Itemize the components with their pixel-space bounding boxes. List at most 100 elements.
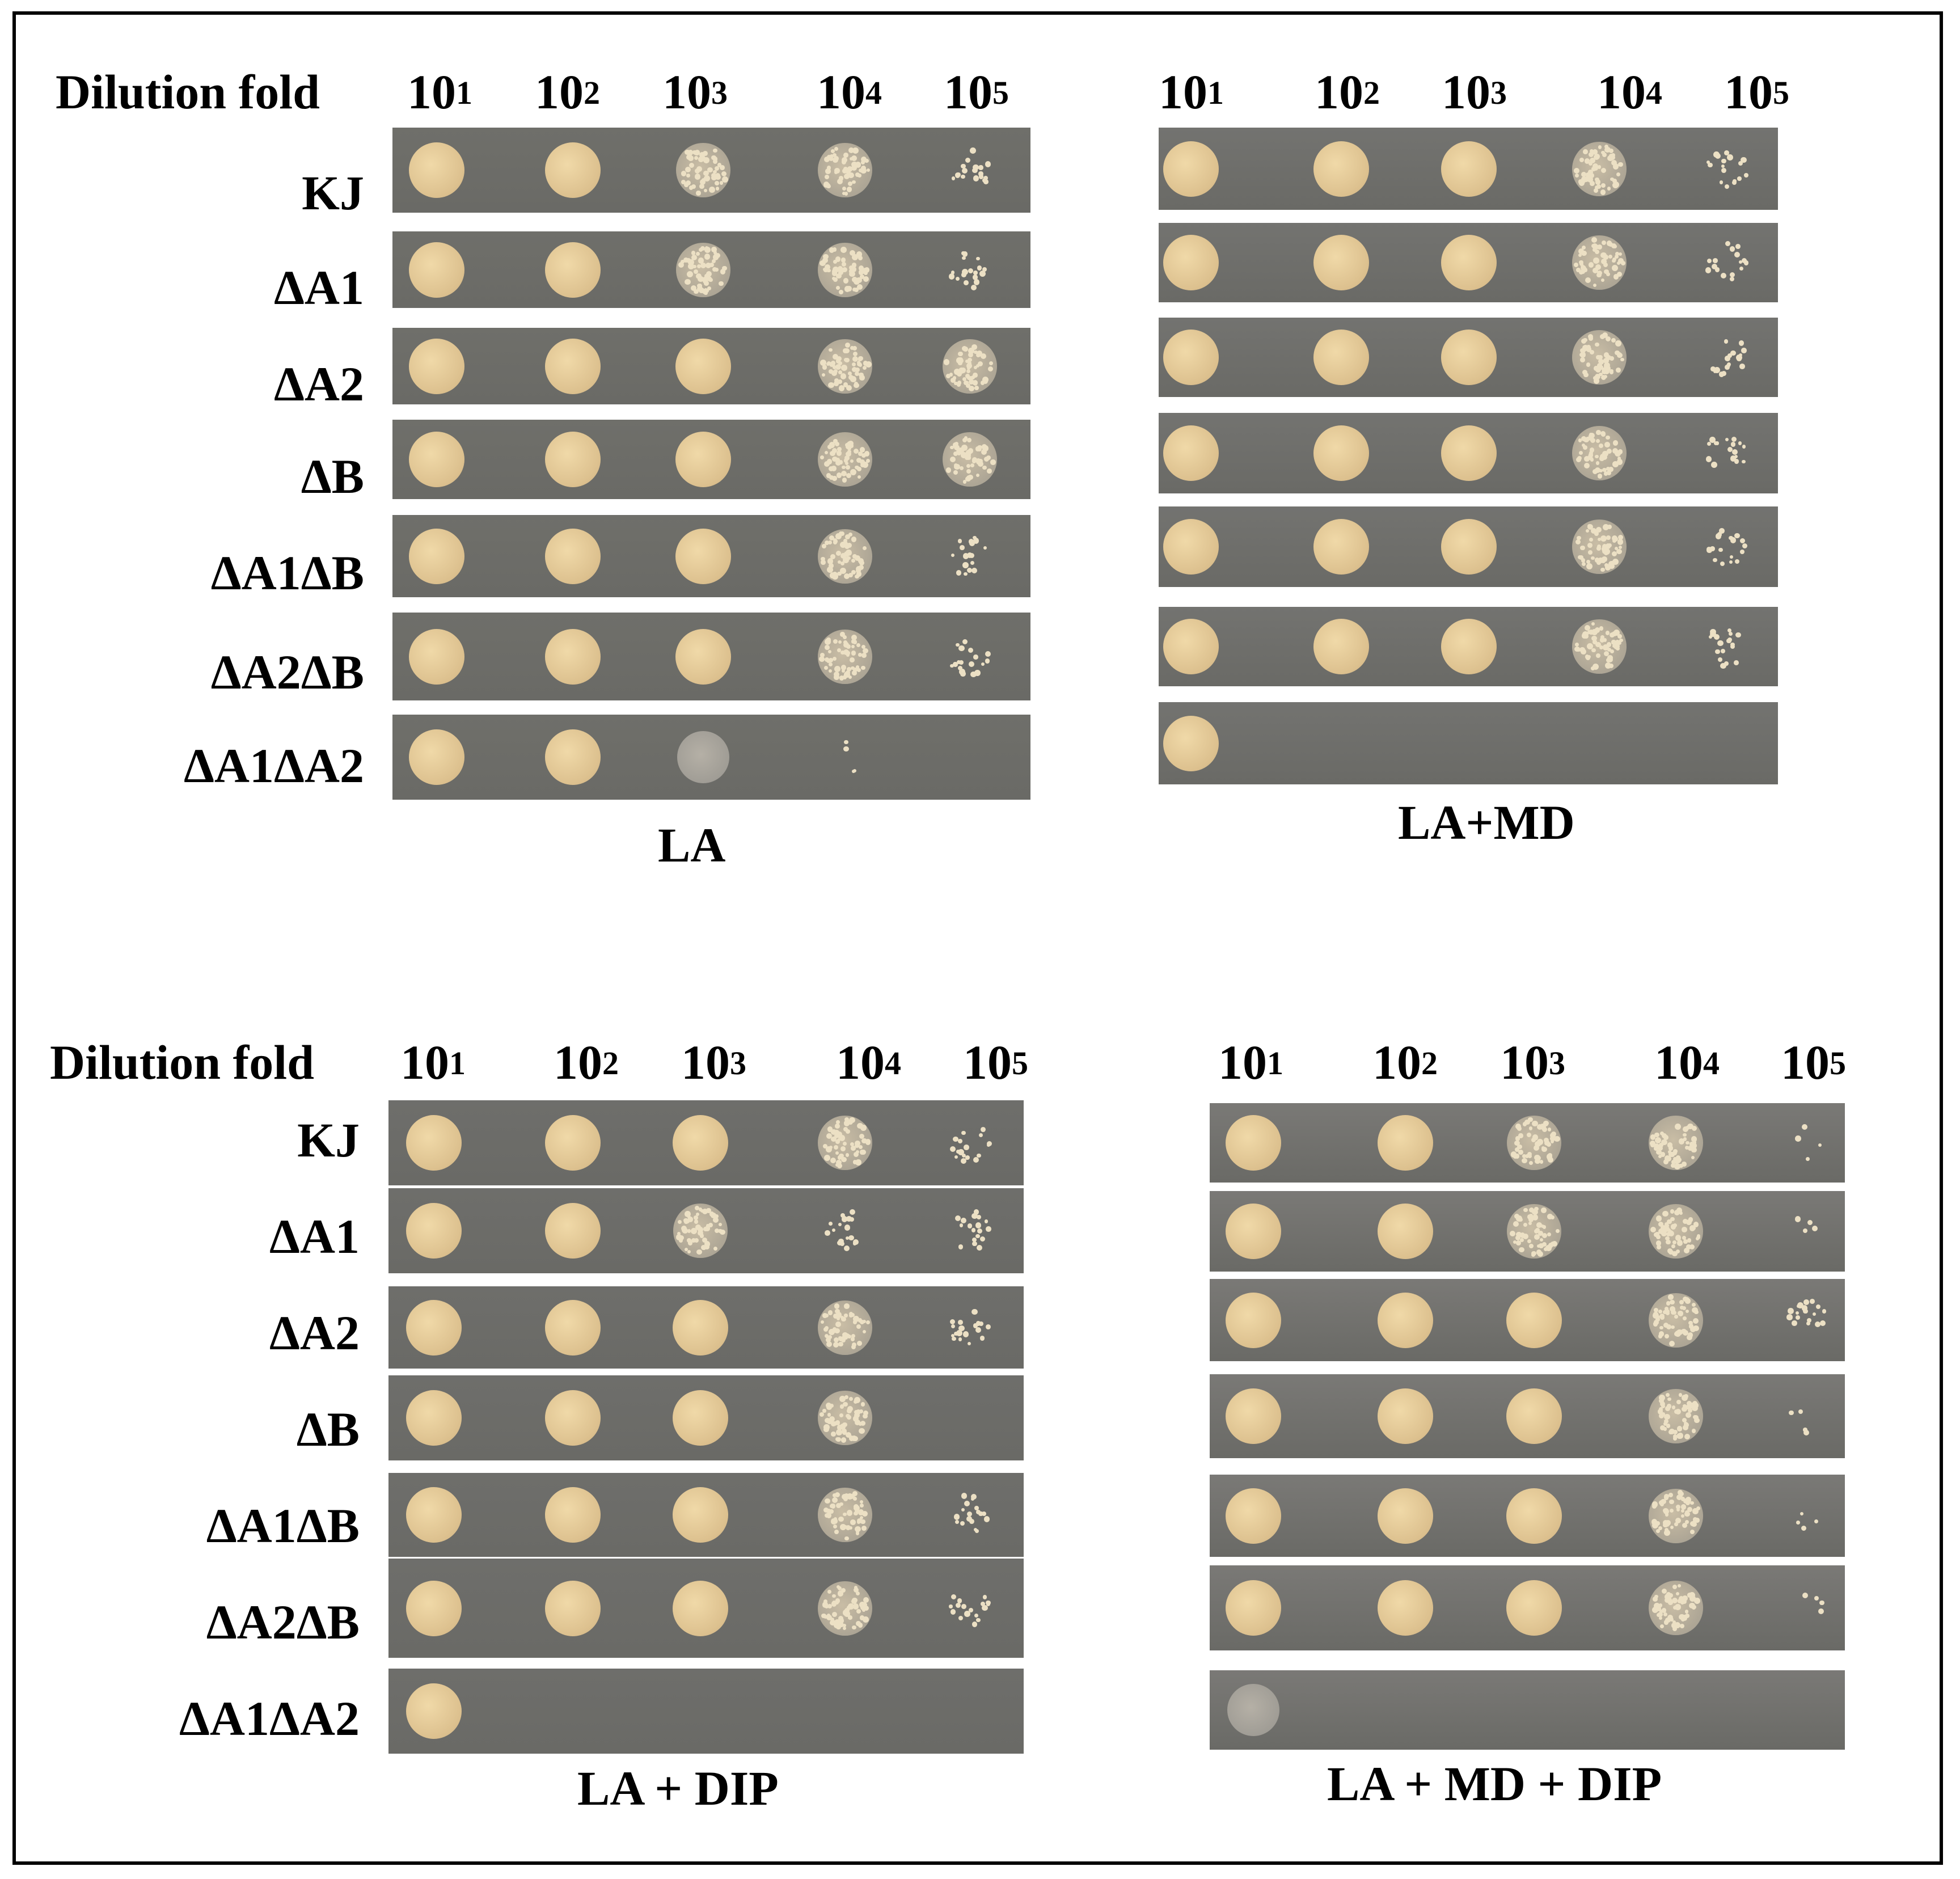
single-colony: [1582, 149, 1588, 154]
single-colony: [838, 265, 843, 271]
single-colony: [851, 670, 857, 676]
single-colony: [863, 648, 868, 654]
single-colony: [840, 632, 845, 637]
colony-spot: [1163, 715, 1219, 771]
single-colony: [830, 149, 835, 153]
colony-spot: [545, 729, 601, 785]
single-colony: [1670, 1217, 1675, 1222]
single-colony: [968, 647, 974, 653]
single-colony: [1612, 265, 1619, 271]
single-colony: [1607, 187, 1611, 191]
single-colony: [850, 459, 854, 463]
single-colony: [958, 1319, 963, 1325]
single-colony: [858, 256, 863, 260]
single-colony: [1584, 158, 1590, 164]
single-colony: [1713, 634, 1720, 640]
single-colony: [831, 466, 837, 472]
single-colony: [1682, 1615, 1687, 1622]
colony-spot: [1226, 1388, 1281, 1444]
single-colony: [1513, 1221, 1519, 1227]
single-colony: [1683, 1248, 1689, 1253]
single-colony: [841, 262, 846, 267]
single-colony: [1727, 353, 1733, 358]
single-colony: [1666, 1597, 1672, 1603]
single-colony: [961, 251, 965, 255]
single-colony: [1575, 174, 1579, 178]
single-colony: [846, 1432, 851, 1438]
single-colony: [854, 1409, 859, 1415]
single-colony: [827, 558, 834, 564]
single-colony: [827, 1413, 831, 1417]
single-colony: [852, 345, 858, 351]
single-colony: [954, 1331, 959, 1336]
single-colony: [969, 1518, 975, 1524]
single-colony: [974, 1613, 979, 1618]
single-colony: [1602, 524, 1609, 531]
single-colony: [1606, 535, 1611, 540]
single-colony: [954, 369, 960, 375]
dilution-base: 10: [963, 1035, 1012, 1090]
single-colony: [950, 1319, 956, 1324]
single-colony: [1818, 1608, 1824, 1614]
single-colony: [1737, 356, 1742, 361]
single-colony: [696, 191, 701, 196]
single-colony: [839, 1502, 843, 1506]
single-colony: [1675, 1604, 1681, 1610]
single-colony: [840, 247, 847, 254]
single-colony: [1710, 546, 1716, 551]
single-colony: [1529, 1244, 1534, 1249]
single-colony: [968, 348, 974, 354]
single-colony: [1616, 548, 1622, 555]
plate-strip-la-dip-row-4: [388, 1375, 1024, 1460]
single-colony: [713, 170, 717, 174]
single-colony: [1720, 662, 1726, 669]
strain-label: ΔA1ΔB: [206, 1498, 360, 1553]
single-colony: [1651, 1504, 1657, 1509]
single-colony: [830, 1403, 834, 1408]
single-colony: [826, 1614, 831, 1618]
single-colony: [856, 565, 861, 570]
single-colony: [1551, 1241, 1557, 1247]
single-colony: [973, 175, 979, 182]
single-colony: [956, 1150, 960, 1154]
single-colony: [1595, 454, 1599, 458]
single-colony: [1599, 626, 1604, 631]
colony-spot: [1226, 1488, 1281, 1544]
single-colony: [967, 1223, 973, 1229]
single-colony: [1705, 455, 1712, 462]
single-colony: [1674, 1158, 1679, 1164]
single-colony: [1672, 1223, 1677, 1228]
dilution-exponent: 4: [1703, 1045, 1720, 1082]
single-colony: [1650, 1142, 1655, 1148]
single-colony: [1619, 638, 1623, 643]
single-colony: [847, 1493, 853, 1500]
single-colony: [839, 1523, 846, 1530]
single-colony: [981, 353, 987, 359]
single-colony: [1725, 241, 1730, 247]
single-colony: [856, 1518, 862, 1523]
single-colony: [951, 1333, 955, 1338]
single-colony: [1730, 442, 1736, 447]
single-colony: [686, 174, 690, 178]
single-colony: [695, 252, 700, 256]
single-colony: [839, 1404, 844, 1409]
single-colony: [1579, 545, 1585, 551]
single-colony: [687, 259, 694, 265]
single-colony: [850, 1313, 855, 1318]
single-colony: [958, 357, 963, 362]
single-colony: [1581, 561, 1586, 566]
single-colony: [950, 1609, 956, 1615]
colony-spot: [409, 432, 464, 487]
single-colony: [1587, 524, 1593, 530]
single-colony: [832, 456, 838, 462]
single-colony: [1654, 1308, 1659, 1312]
single-colony: [1791, 1320, 1797, 1326]
single-colony: [1685, 1298, 1691, 1304]
single-colony: [1688, 1320, 1693, 1325]
single-colony: [851, 536, 857, 542]
single-colony: [844, 1607, 850, 1613]
single-colony: [827, 1603, 832, 1608]
single-colony: [966, 369, 971, 374]
single-colony: [695, 273, 702, 279]
single-colony: [858, 558, 864, 564]
